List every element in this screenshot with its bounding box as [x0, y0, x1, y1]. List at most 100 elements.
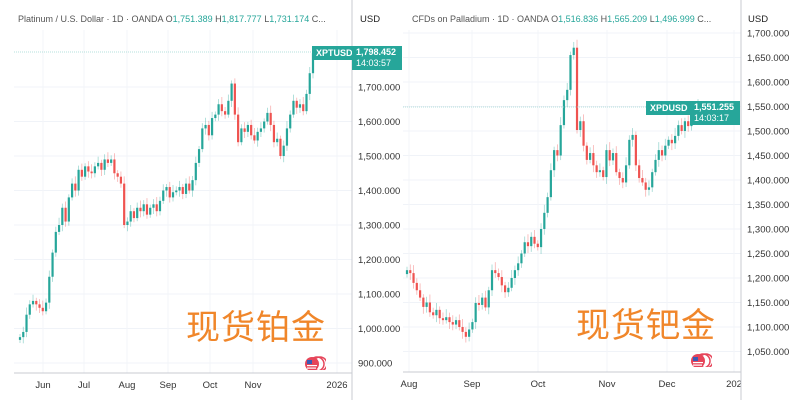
candle-body: [631, 134, 634, 140]
currency-button[interactable]: USD: [744, 12, 773, 27]
candle-body: [129, 211, 132, 222]
x-tick-label: 2026: [326, 380, 347, 391]
close-label: C...: [697, 14, 712, 24]
x-tick-label: Nov: [245, 380, 262, 391]
candle-body: [634, 134, 637, 166]
candle-body: [272, 124, 276, 143]
candle-body: [181, 187, 184, 194]
close-label: C...: [311, 14, 326, 24]
candle-body: [425, 302, 428, 307]
candle-body: [683, 121, 687, 131]
candle-body: [477, 302, 481, 305]
candle-body: [214, 114, 217, 119]
chart-legend-header: Platinum / U.S. Dollar · 1D · OANDA O1,7…: [18, 14, 326, 24]
candle-body: [44, 302, 48, 312]
candle-body: [556, 150, 559, 156]
y-tick-label: 1,100.000: [747, 323, 789, 334]
candle-body: [31, 300, 35, 305]
candle-body: [605, 150, 608, 178]
candle-body: [149, 207, 152, 215]
candle-body: [670, 139, 673, 144]
candle-body: [100, 162, 103, 170]
candle-body: [500, 277, 503, 286]
candle-body: [608, 150, 611, 161]
symbol-title: CFDs on Palladium · 1D · OANDA: [412, 14, 549, 24]
overlay-title: 现货钯金: [576, 307, 716, 345]
x-tick-label: Aug: [119, 380, 136, 391]
candle-body: [422, 297, 425, 307]
candle-body: [224, 111, 227, 115]
y-tick-label: 1,400.000: [358, 186, 400, 197]
candle-body: [412, 273, 415, 283]
candle-body: [559, 125, 562, 156]
y-tick-label: 1,150.000: [747, 298, 789, 309]
platinum-chart[interactable]: 1,700.000 1,600.000 1,500.000 1,400.000 1,30…: [0, 0, 400, 408]
candle-body: [513, 270, 516, 278]
bar-countdown: 14:03:17: [694, 113, 730, 123]
candle-body: [77, 169, 80, 191]
candle-body: [110, 159, 113, 163]
platinum-chart-pane[interactable]: 1,700.000 1,600.000 1,500.000 1,400.000 1,30…: [0, 0, 402, 408]
candle-body: [279, 138, 282, 156]
candle-body: [145, 204, 149, 215]
candle-body: [674, 135, 677, 144]
candle-body: [468, 329, 471, 337]
y-tick-label: 1,000.000: [358, 324, 400, 335]
us-flag-logo-icon: [691, 353, 712, 367]
candle-body: [418, 290, 422, 298]
x-tick-label: Nov: [599, 379, 616, 390]
candle-body: [451, 322, 454, 325]
candle-body: [57, 225, 61, 232]
high-label: H: [600, 14, 608, 24]
y-tick-label: 1,250.000: [747, 249, 789, 260]
candle-body: [136, 207, 139, 219]
x-tick-label: Aug: [401, 379, 418, 390]
candle-body: [54, 231, 57, 253]
candle-body: [84, 166, 87, 177]
candle-body: [256, 131, 259, 141]
candle-body: [438, 309, 441, 319]
candle-body: [595, 165, 598, 173]
candle-body: [507, 287, 510, 293]
candle-body: [543, 212, 546, 229]
low-value: 1,496.999: [654, 14, 695, 24]
candle-body: [116, 173, 119, 177]
last-price: 1,798.452: [356, 47, 397, 57]
candle-body: [539, 229, 543, 248]
candle-body: [70, 183, 74, 198]
candle-body: [415, 282, 418, 291]
last-price-box: 1,798.452 14:03:57: [352, 46, 402, 70]
palladium-chart[interactable]: 1,700.000 1,650.000 1,600.000 1,550.000 1,50…: [400, 0, 800, 408]
candle-body: [572, 47, 575, 56]
candle-body: [67, 197, 70, 222]
high-value: 1,565.209: [607, 14, 648, 24]
candle-body: [197, 149, 201, 163]
candle-body: [158, 200, 162, 212]
candle-body: [106, 159, 109, 163]
candle-body: [484, 297, 487, 308]
x-tick-label: 202: [726, 379, 742, 390]
candle-body: [461, 327, 464, 332]
y-tick-label: 1,550.000: [747, 102, 789, 113]
candle-body: [641, 178, 644, 183]
candle-body: [266, 112, 269, 122]
palladium-chart-pane[interactable]: 1,700.000 1,650.000 1,600.000 1,550.000 1,50…: [400, 0, 800, 408]
candle-body: [526, 242, 530, 247]
x-tick-label: Sep: [464, 379, 481, 390]
candle-body: [432, 312, 435, 316]
x-tick-label: Dec: [659, 379, 676, 390]
candle-body: [165, 187, 168, 191]
candle-body: [487, 290, 490, 308]
candle-body: [237, 114, 240, 143]
candle-body: [308, 73, 311, 94]
candle-body: [677, 125, 680, 136]
candle-body: [497, 273, 500, 278]
candle-body: [585, 145, 588, 160]
currency-button[interactable]: USD: [356, 12, 385, 27]
candle-body: [474, 302, 477, 323]
candle-body: [562, 100, 566, 126]
candle-body: [481, 297, 484, 305]
candle-body: [598, 170, 602, 173]
candle-body: [311, 53, 315, 74]
overlay-title: 现货铂金: [186, 309, 326, 347]
